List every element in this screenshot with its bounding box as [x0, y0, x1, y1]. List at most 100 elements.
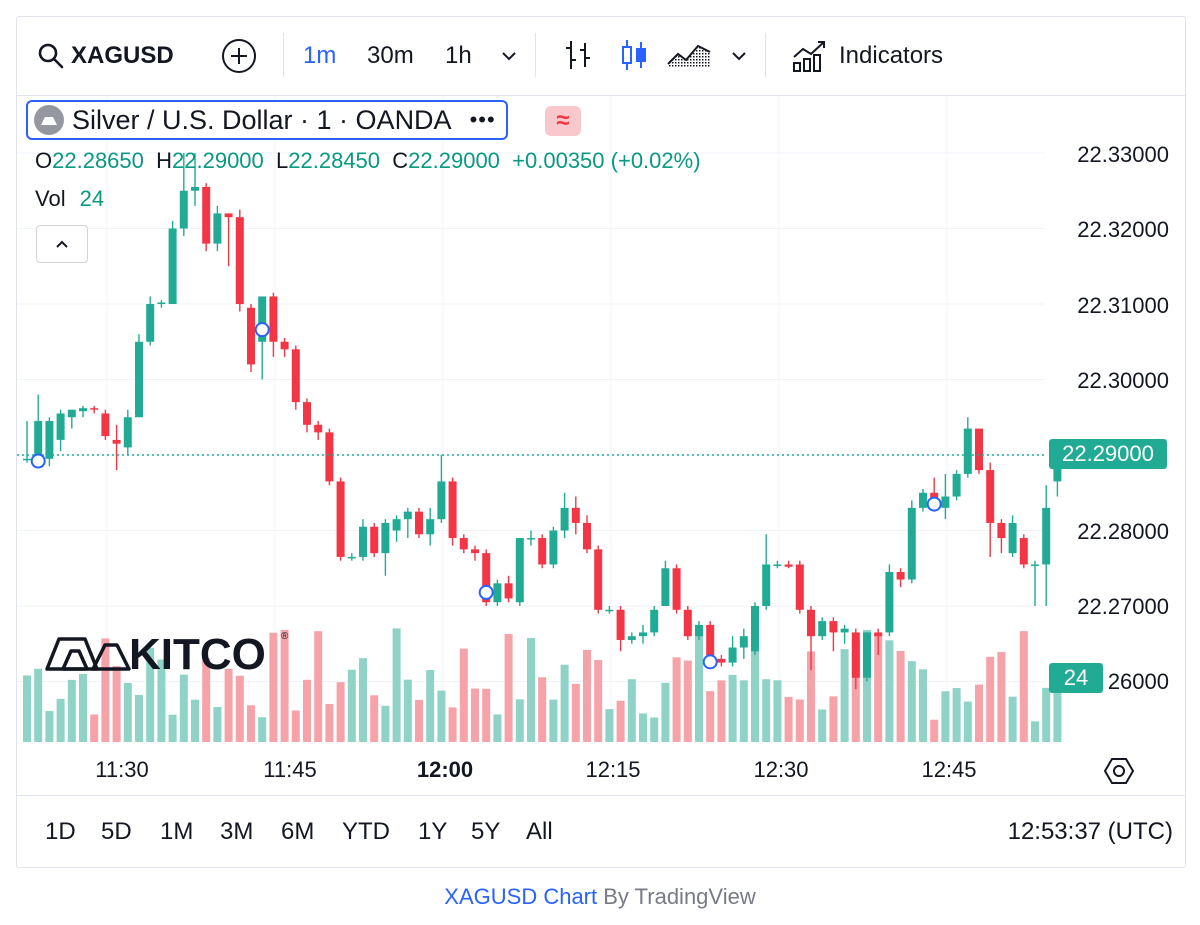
candle-body [829, 621, 838, 633]
volume-bar [403, 679, 412, 742]
kitco-wordmark: KITCO [129, 630, 266, 675]
price-tick: 26000 [1107, 669, 1169, 694]
more-options-icon[interactable]: ••• [469, 107, 496, 132]
volume-bar [885, 640, 894, 742]
candle-body [135, 341, 143, 418]
event-marker-icon [254, 322, 270, 338]
candle-body [874, 632, 883, 637]
volume-bar [191, 699, 199, 742]
volume-bar [1053, 666, 1062, 742]
candle-body [683, 609, 692, 637]
volume-bar [549, 699, 558, 742]
range-6m[interactable]: 6M [281, 818, 315, 845]
volume-bar [986, 656, 995, 742]
time-tick: 12:00 [416, 757, 474, 782]
candle-body [851, 632, 860, 678]
collapse-legend-button[interactable] [36, 225, 88, 263]
indicators-label: Indicators [839, 42, 944, 69]
volume-bar [639, 713, 647, 742]
volume-bar [829, 696, 838, 742]
delayed-data-badge[interactable]: ≈ [545, 106, 581, 136]
candle-body [179, 190, 188, 229]
add-circle-icon [222, 39, 256, 73]
candle-body [258, 296, 267, 342]
volume-bar [381, 705, 390, 742]
volume-bar [874, 633, 883, 742]
area-chart-icon [667, 44, 711, 68]
volume-bar [280, 629, 289, 742]
range-ytd[interactable]: YTD [342, 818, 390, 845]
candle-body [963, 428, 972, 474]
candle-body [269, 296, 278, 342]
ohlc-bars-icon [566, 41, 590, 69]
candle-body [1008, 522, 1017, 554]
by-tradingview[interactable]: By TradingView [603, 884, 756, 909]
candle-body [751, 606, 759, 652]
settings-icon[interactable] [1103, 755, 1135, 787]
range-5y[interactable]: 5Y [471, 818, 501, 845]
range-5d[interactable]: 5D [101, 818, 132, 845]
candle-body [426, 519, 435, 535]
volume-bar [1042, 687, 1051, 742]
volume-bar [919, 669, 927, 742]
high-label: H [156, 148, 173, 173]
price-tick: 22.31000 [1077, 293, 1169, 318]
range-3m[interactable]: 3M [220, 818, 254, 845]
candle-body [493, 583, 502, 603]
area-chart-type-button[interactable] [665, 37, 713, 73]
volume-bar [1019, 631, 1028, 742]
symbol-search-button[interactable]: XAGUSD [37, 37, 174, 75]
indicators-button[interactable]: Indicators [791, 37, 943, 75]
volume-bar [1031, 721, 1039, 742]
candle-body [549, 530, 558, 565]
event-marker-icon [30, 453, 46, 469]
timezone-clock[interactable]: 12:53:37 (UTC) [1007, 818, 1173, 845]
volume-bar [1008, 696, 1017, 742]
range-1m[interactable]: 1M [160, 818, 194, 845]
volume-bar [437, 690, 446, 742]
candle-body [773, 564, 782, 566]
range-all[interactable]: All [526, 818, 553, 845]
bar-chart-type-button[interactable] [561, 37, 595, 73]
interval-1h[interactable]: 1h [445, 42, 472, 69]
candle-body [191, 186, 199, 191]
open-value: 22.28650 [52, 148, 144, 173]
compare-symbol-button[interactable] [221, 38, 257, 74]
candles-chart-type-button[interactable] [617, 37, 651, 73]
interval-1m[interactable]: 1m [303, 42, 337, 69]
series-legend[interactable]: Silver / U.S. Dollar · 1 · OANDA ••• [26, 100, 508, 140]
interval-30m[interactable]: 30m [367, 42, 414, 69]
range-1d[interactable]: 1D [45, 818, 76, 845]
range-1y[interactable]: 1Y [418, 818, 448, 845]
volume-bar [426, 670, 435, 742]
chart-type-dropdown[interactable] [727, 43, 751, 69]
price-chart[interactable] [17, 17, 1186, 868]
candle-body [594, 549, 603, 610]
event-marker-icon [926, 496, 942, 512]
volume-bar [56, 698, 65, 742]
candle-body [650, 609, 659, 633]
candle-body [527, 538, 535, 540]
volume-bar [123, 682, 132, 742]
volume-bar [168, 714, 177, 742]
candle-body [661, 568, 670, 606]
toolbar-divider [283, 33, 284, 77]
candle-body [224, 213, 233, 218]
candle-body [706, 624, 715, 659]
volume-bar [605, 709, 614, 742]
volume-bar [851, 640, 860, 742]
candle-body [605, 609, 614, 612]
candle-body [45, 421, 54, 459]
volume-bar [739, 680, 748, 742]
volume-bar [527, 638, 535, 742]
candle-body [818, 621, 827, 637]
interval-dropdown[interactable] [497, 43, 521, 69]
svg-text:®: ® [281, 631, 289, 642]
search-icon [38, 43, 64, 69]
volume-bar [683, 660, 692, 742]
volume-bar [112, 666, 121, 742]
chart-link[interactable]: XAGUSD Chart [444, 884, 598, 909]
candle-body [168, 228, 177, 304]
candle-body [583, 522, 591, 550]
volume-bar [34, 668, 43, 742]
